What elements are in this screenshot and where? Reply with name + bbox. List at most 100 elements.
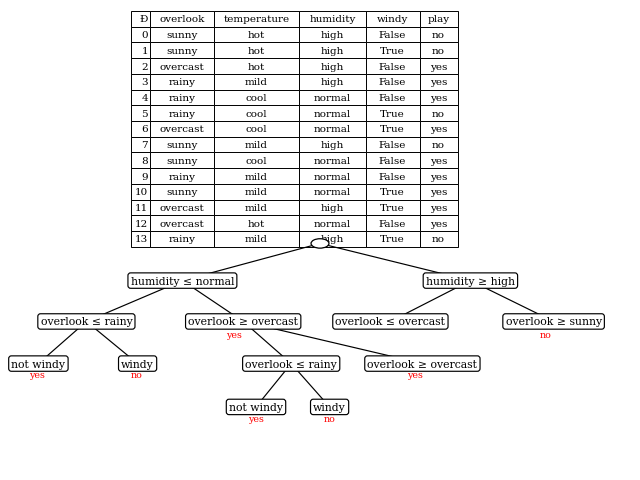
Bar xyxy=(150,169,214,184)
Text: False: False xyxy=(379,219,406,228)
Text: humidity ≥ high: humidity ≥ high xyxy=(426,276,515,286)
Text: 5: 5 xyxy=(141,109,148,119)
Text: normal: normal xyxy=(314,219,351,228)
Text: yes: yes xyxy=(248,414,264,423)
Bar xyxy=(131,184,150,200)
Text: yes: yes xyxy=(430,125,447,134)
Bar xyxy=(299,184,365,200)
Bar xyxy=(420,169,458,184)
Text: yes: yes xyxy=(407,371,422,380)
Text: normal: normal xyxy=(314,156,351,166)
Text: no: no xyxy=(432,47,445,56)
Text: 10: 10 xyxy=(134,188,148,197)
Bar xyxy=(420,184,458,200)
Text: sunny: sunny xyxy=(166,141,198,150)
Bar xyxy=(365,200,420,216)
Bar xyxy=(420,200,458,216)
Bar xyxy=(214,43,299,59)
Text: no: no xyxy=(324,414,335,423)
Bar xyxy=(214,231,299,247)
Text: normal: normal xyxy=(314,188,351,197)
Text: humidity ≤ normal: humidity ≤ normal xyxy=(131,276,234,286)
Bar xyxy=(150,137,214,153)
Bar xyxy=(150,43,214,59)
Text: no: no xyxy=(131,371,143,380)
Text: normal: normal xyxy=(314,125,351,134)
Bar xyxy=(131,28,150,43)
Bar xyxy=(365,216,420,231)
Bar xyxy=(420,137,458,153)
Text: cool: cool xyxy=(246,109,267,119)
Bar xyxy=(299,12,365,28)
Text: False: False xyxy=(379,78,406,87)
Bar xyxy=(420,59,458,75)
Text: yes: yes xyxy=(430,188,447,197)
Text: 8: 8 xyxy=(141,156,148,166)
Text: hot: hot xyxy=(248,219,265,228)
Text: windy: windy xyxy=(377,15,408,24)
Bar xyxy=(131,231,150,247)
Bar xyxy=(150,59,214,75)
Text: yes: yes xyxy=(226,330,241,339)
Text: hot: hot xyxy=(248,62,265,72)
Bar xyxy=(365,184,420,200)
Bar xyxy=(365,137,420,153)
Text: 4: 4 xyxy=(141,94,148,103)
Bar xyxy=(299,43,365,59)
Text: windy: windy xyxy=(313,402,346,412)
Text: True: True xyxy=(380,125,405,134)
Bar xyxy=(131,12,150,28)
Bar xyxy=(150,90,214,106)
Bar xyxy=(365,59,420,75)
Text: high: high xyxy=(321,62,344,72)
Text: overlook ≤ rainy: overlook ≤ rainy xyxy=(40,317,132,327)
Text: rainy: rainy xyxy=(168,109,195,119)
Bar xyxy=(131,43,150,59)
Bar xyxy=(365,75,420,90)
Bar xyxy=(420,28,458,43)
Text: sunny: sunny xyxy=(166,188,198,197)
Text: sunny: sunny xyxy=(166,31,198,40)
Bar xyxy=(150,106,214,122)
Text: overlook ≥ sunny: overlook ≥ sunny xyxy=(506,317,602,327)
Bar xyxy=(131,153,150,169)
Text: mild: mild xyxy=(245,172,268,181)
Text: 6: 6 xyxy=(141,125,148,134)
Bar xyxy=(365,43,420,59)
Text: 2: 2 xyxy=(141,62,148,72)
Text: overlook ≤ rainy: overlook ≤ rainy xyxy=(245,359,337,369)
Text: 1: 1 xyxy=(141,47,148,56)
Text: False: False xyxy=(379,62,406,72)
Bar xyxy=(214,216,299,231)
Bar xyxy=(214,106,299,122)
Text: yes: yes xyxy=(430,204,447,213)
Bar xyxy=(131,200,150,216)
Bar xyxy=(299,122,365,137)
Text: no: no xyxy=(432,109,445,119)
Text: yes: yes xyxy=(430,78,447,87)
Bar xyxy=(131,59,150,75)
Bar xyxy=(365,106,420,122)
Text: False: False xyxy=(379,94,406,103)
Bar xyxy=(214,137,299,153)
Bar xyxy=(131,137,150,153)
Bar xyxy=(420,122,458,137)
Text: normal: normal xyxy=(314,109,351,119)
Bar xyxy=(150,75,214,90)
Text: yes: yes xyxy=(430,94,447,103)
Text: sunny: sunny xyxy=(166,156,198,166)
Bar xyxy=(420,153,458,169)
Bar xyxy=(365,28,420,43)
Text: rainy: rainy xyxy=(168,172,195,181)
Text: 3: 3 xyxy=(141,78,148,87)
Bar xyxy=(420,90,458,106)
Text: rainy: rainy xyxy=(168,94,195,103)
Text: play: play xyxy=(428,15,450,24)
Bar xyxy=(299,200,365,216)
Bar xyxy=(299,169,365,184)
Bar xyxy=(299,59,365,75)
Bar xyxy=(299,231,365,247)
Text: humidity: humidity xyxy=(309,15,356,24)
Bar xyxy=(299,153,365,169)
Text: no: no xyxy=(432,235,445,244)
